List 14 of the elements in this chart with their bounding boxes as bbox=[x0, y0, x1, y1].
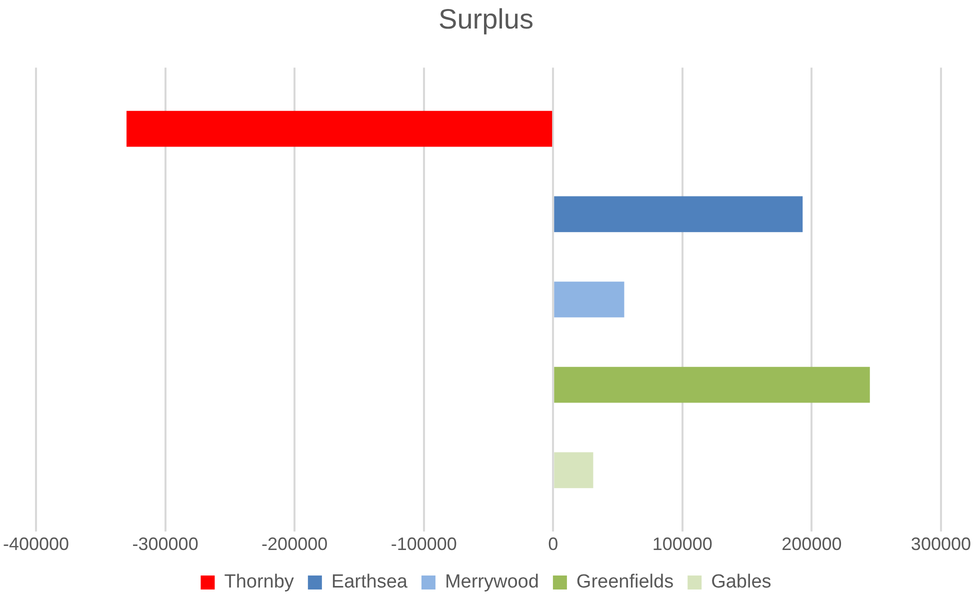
legend-label: Gables bbox=[711, 572, 772, 593]
x-tick-label: 300000 bbox=[910, 534, 972, 554]
legend-label: Greenfields bbox=[576, 572, 674, 593]
legend-label: Thornby bbox=[224, 572, 294, 593]
x-tick-label: -100000 bbox=[390, 534, 457, 554]
x-tick-label: -400000 bbox=[3, 534, 70, 554]
legend-label: Earthsea bbox=[331, 572, 408, 593]
chart-title: Surplus bbox=[438, 4, 534, 35]
x-tick-label: 100000 bbox=[652, 534, 712, 554]
x-tick-label: 200000 bbox=[782, 534, 842, 554]
x-tick-label: 0 bbox=[548, 534, 558, 554]
x-tick-label: -300000 bbox=[132, 534, 198, 554]
x-tick-label: -200000 bbox=[262, 534, 328, 554]
legend-label: Merrywood bbox=[444, 572, 539, 593]
